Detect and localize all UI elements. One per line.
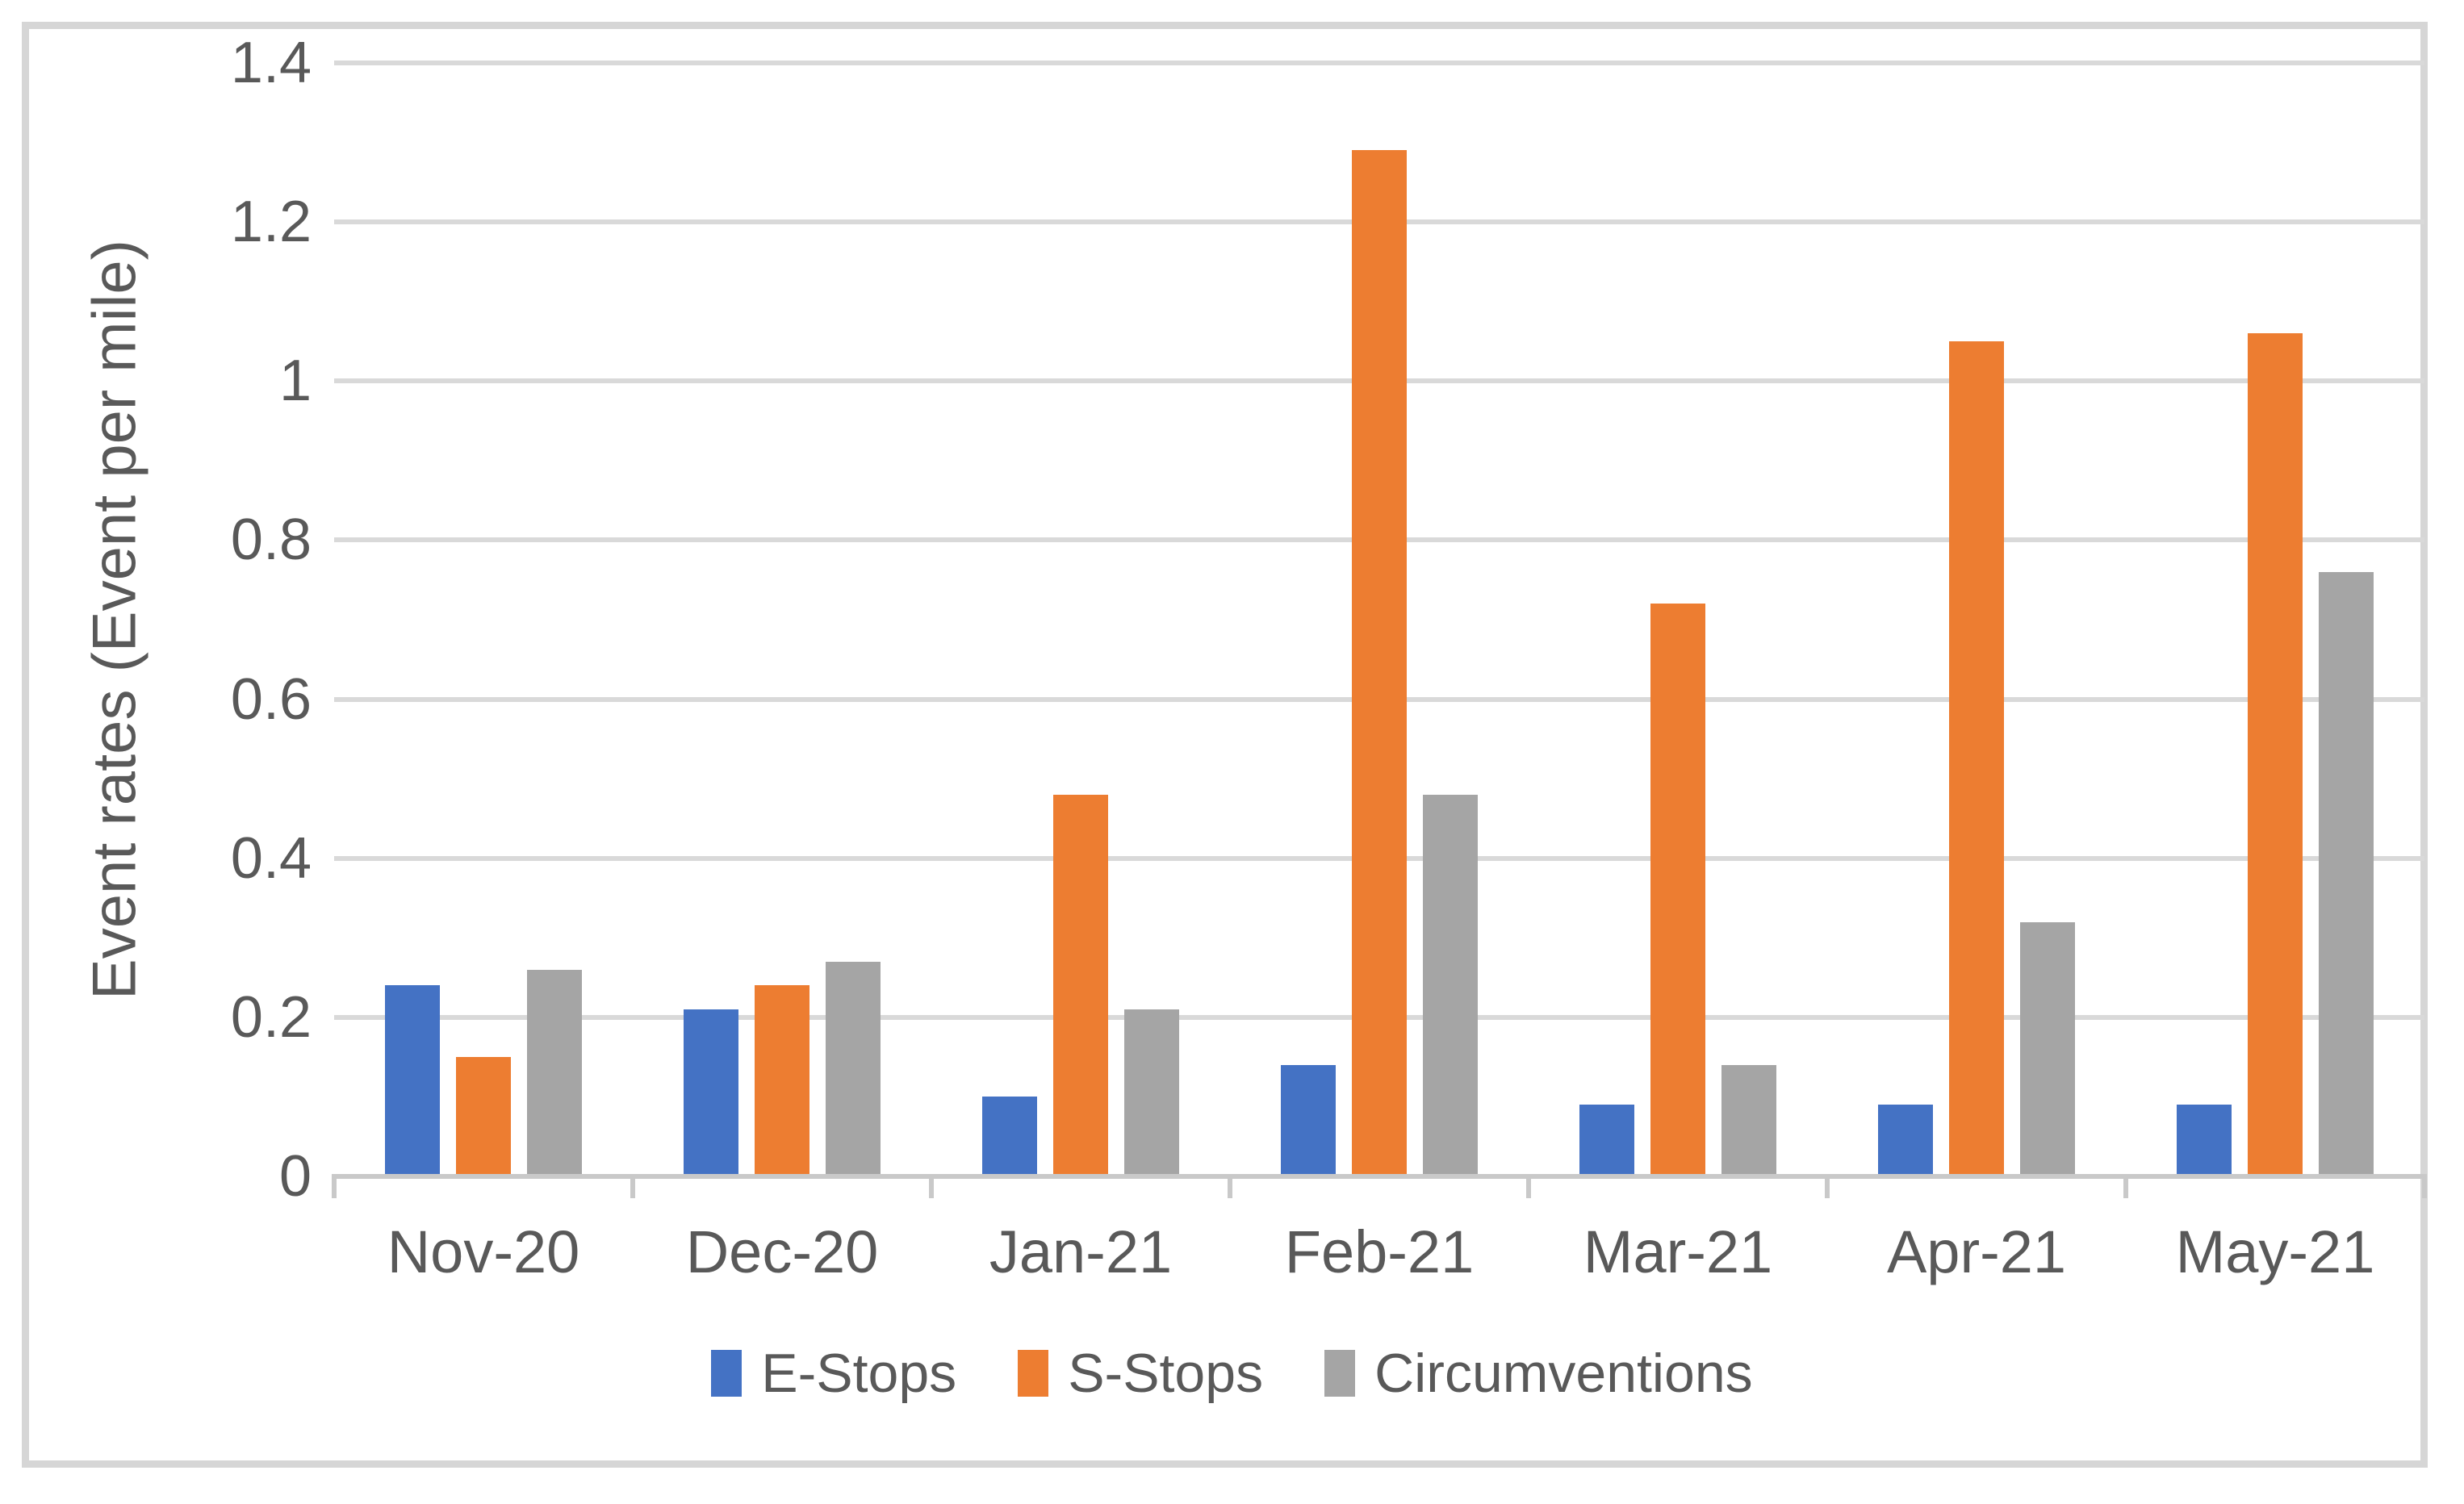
legend-item-s-stops: S-Stops: [1018, 1346, 1263, 1401]
bar-e-stops-jan-21: [982, 1097, 1037, 1176]
x-axis-tick: [2123, 1174, 2128, 1198]
bar-circumventions-feb-21: [1423, 795, 1478, 1176]
bar-s-stops-feb-21: [1352, 150, 1407, 1176]
bar-e-stops-nov-20: [385, 985, 440, 1176]
bar-e-stops-may-21: [2177, 1105, 2232, 1176]
bar-s-stops-may-21: [2248, 333, 2303, 1176]
x-axis-tick: [1526, 1174, 1531, 1198]
bar-s-stops-jan-21: [1053, 795, 1108, 1176]
y-tick-label-1.2: 1.2: [230, 190, 312, 255]
x-axis-line: [334, 1174, 2424, 1179]
x-axis-tick: [332, 1174, 337, 1198]
bar-e-stops-dec-20: [684, 1009, 738, 1176]
legend-item-circumventions: Circumventions: [1324, 1346, 1753, 1401]
bar-e-stops-apr-21: [1878, 1105, 1933, 1176]
bar-circumventions-may-21: [2319, 572, 2374, 1176]
bar-circumventions-mar-21: [1721, 1065, 1776, 1176]
bar-group-mar-21: [1529, 63, 1827, 1176]
x-category-label-nov-20: Nov-20: [387, 1218, 580, 1285]
x-category-label-jan-21: Jan-21: [989, 1218, 1173, 1285]
y-tick-label-0.2: 0.2: [230, 984, 312, 1050]
bar-circumventions-apr-21: [2020, 922, 2075, 1176]
bar-group-apr-21: [1827, 63, 2126, 1176]
x-axis-tick: [630, 1174, 635, 1198]
bar-e-stops-mar-21: [1579, 1105, 1634, 1176]
x-axis-category-labels: Nov-20 Dec-20 Jan-21 Feb-21 Mar-21 Apr-21 May-…: [334, 1220, 2424, 1285]
y-tick-label-0.6: 0.6: [230, 666, 312, 732]
x-axis-tick: [1825, 1174, 1830, 1198]
legend: E-Stops S-Stops Circumventions: [0, 1346, 2464, 1401]
x-axis-tick: [929, 1174, 934, 1198]
bar-s-stops-mar-21: [1650, 604, 1705, 1176]
plot-area: [334, 61, 2424, 1176]
gridline-1.4: [334, 61, 2424, 65]
y-axis-tick-labels: 0 0.2 0.4 0.6 0.8 1 1.2 1.4: [0, 34, 312, 1205]
bar-s-stops-nov-20: [456, 1057, 511, 1176]
x-category-label-dec-20: Dec-20: [685, 1218, 879, 1285]
y-tick-label-0.4: 0.4: [230, 825, 312, 891]
bar-circumventions-dec-20: [826, 962, 881, 1176]
legend-label-s-stops: S-Stops: [1068, 1343, 1264, 1404]
bar-group-may-21: [2126, 63, 2424, 1176]
legend-marker-circumventions: [1324, 1350, 1356, 1397]
bar-s-stops-dec-20: [755, 985, 809, 1176]
x-category-label-apr-21: Apr-21: [1886, 1218, 2067, 1285]
y-tick-label-0.8: 0.8: [230, 508, 312, 573]
legend-marker-s-stops: [1018, 1350, 1049, 1397]
x-axis-tick: [2422, 1174, 2427, 1198]
bar-s-stops-apr-21: [1949, 341, 2004, 1176]
bar-circumventions-jan-21: [1124, 1009, 1179, 1176]
x-axis-tick: [1228, 1174, 1232, 1198]
bar-group-jan-21: [931, 63, 1230, 1176]
y-tick-label-0: 0: [278, 1144, 312, 1209]
y-tick-label-1.4: 1.4: [230, 31, 312, 95]
x-category-label-feb-21: Feb-21: [1284, 1218, 1475, 1285]
bar-e-stops-feb-21: [1281, 1065, 1336, 1176]
legend-marker-e-stops: [711, 1350, 743, 1397]
y-tick-label-1: 1: [278, 349, 312, 414]
chart-border: [22, 22, 2428, 1468]
x-category-label-mar-21: Mar-21: [1583, 1218, 1773, 1285]
legend-item-e-stops: E-Stops: [711, 1346, 956, 1401]
legend-label-circumventions: Circumventions: [1374, 1343, 1753, 1404]
bar-group-feb-21: [1230, 63, 1529, 1176]
x-category-label-may-21: May-21: [2175, 1218, 2375, 1285]
bar-circumventions-nov-20: [527, 970, 582, 1176]
legend-label-e-stops: E-Stops: [761, 1343, 957, 1404]
bar-group-dec-20: [633, 63, 931, 1176]
bar-group-nov-20: [334, 63, 633, 1176]
